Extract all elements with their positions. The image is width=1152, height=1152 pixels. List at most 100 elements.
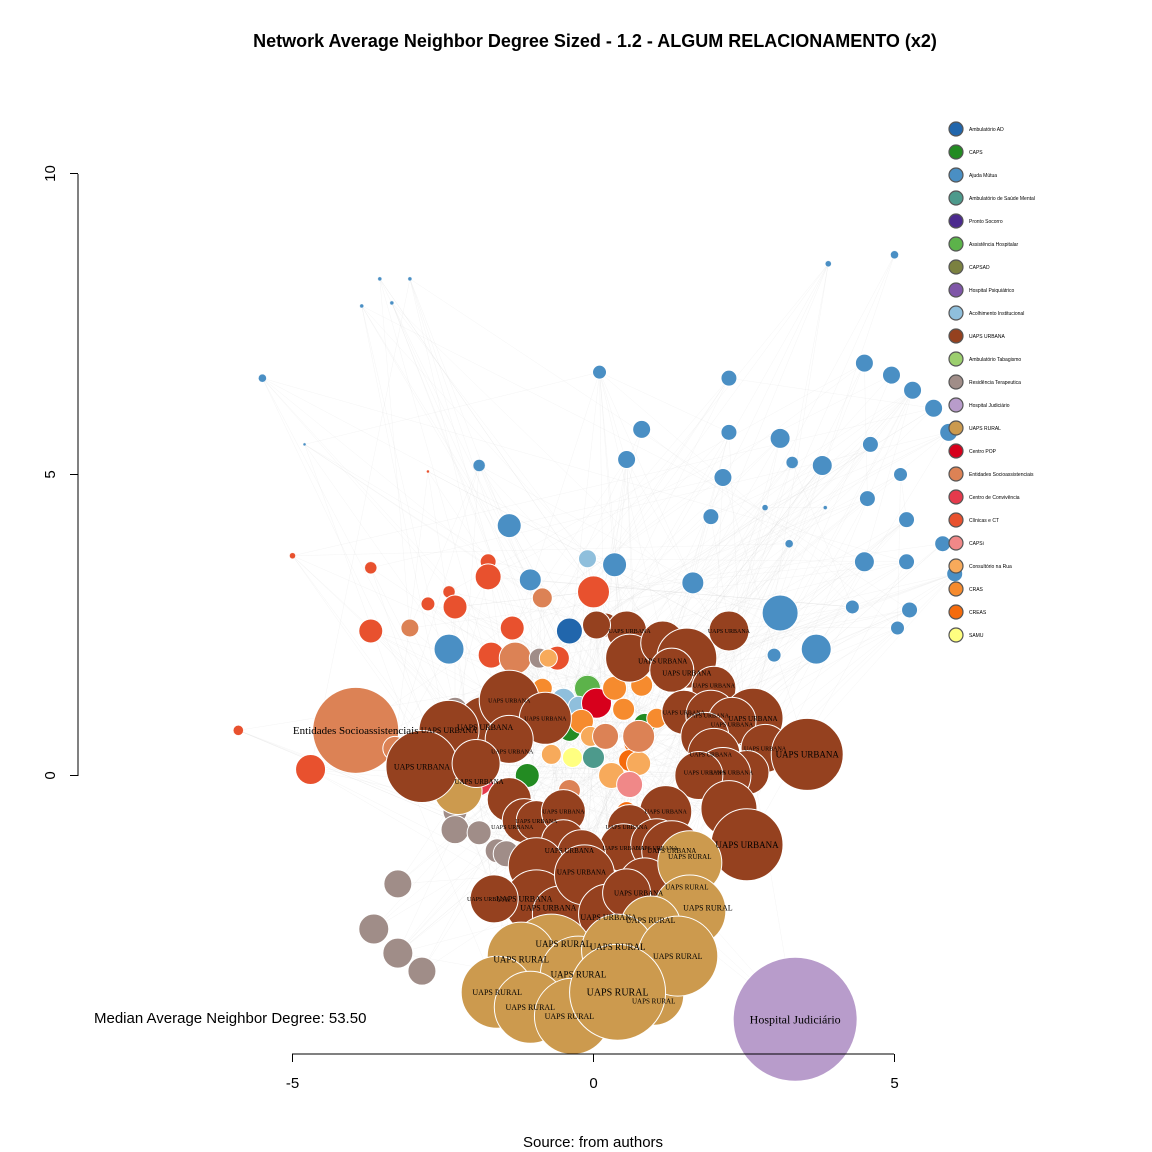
node-samu [561,746,583,768]
node-capsi [616,771,644,799]
node-residencia-terapeutica [466,820,492,846]
network-edge [599,372,609,914]
legend-label: Ambulatório Tabagismo [969,357,1021,363]
node-label: UAPS URBANA [606,825,649,831]
network-edge [427,603,796,1020]
legend-label: UAPS URBANA [969,334,1006,340]
network-edge [409,561,907,629]
legend-swatch [948,627,964,643]
node-uaps-rural [569,943,667,1041]
legend-label: Centro POP [969,449,997,455]
network-edge [491,654,724,776]
network-edge [542,378,730,599]
node-label: UAPS RURAL [668,853,711,861]
network-edge [791,263,829,463]
network-edge [310,769,657,845]
legend-swatch [948,167,964,183]
node-ajuda-mutua [785,456,799,469]
legend-label: SAMU [969,633,984,639]
network-edge [671,573,955,671]
node-ajuda-mutua [890,250,899,259]
node-ajuda-mutua [825,260,832,267]
node-entidades-socioassistenciais [592,722,620,750]
node-label: UAPS URBANA [663,710,706,716]
y-tick-label: 5 [42,470,59,478]
legend-swatch [948,420,964,436]
node-label: Hospital Judiciário [750,1013,841,1027]
legend-label: Ambulatório de Saúde Mental [969,196,1035,202]
legend-swatch [948,581,964,597]
node-ajuda-mutua [901,601,919,619]
network-edge [455,561,865,608]
node-ajuda-mutua [853,551,875,573]
network-edge [448,591,606,626]
node-ajuda-mutua [881,365,901,385]
legend-swatch [948,443,964,459]
network-edge [897,474,901,629]
node-label: UAPS URBANA [636,846,679,852]
legend-swatch [948,397,964,413]
chart-title: Network Average Neighbor Degree Sized - … [253,31,937,51]
network-edge [455,591,594,608]
node-label: UAPS RURAL [551,969,607,979]
legend-label: Consultório na Rua [969,564,1012,570]
node-ajuda-mutua [713,468,733,488]
node-label: UAPS URBANA [693,683,736,689]
node-label: UAPS URBANA [488,698,531,704]
node-entidades-socioassistenciais [531,587,553,609]
node-ajuda-mutua [702,508,720,526]
node-label: UAPS URBANA [728,715,777,723]
legend-swatch [948,213,964,229]
y-axis: 0 5 10 [42,165,79,780]
legend-label: CREAS [969,610,987,616]
node-ajuda-mutua [496,513,522,539]
node-label: UAPS URBANA [715,840,779,850]
legend-label: Residência Terapeutica [969,380,1021,386]
node-ambulatorio-de-saude-mental [582,745,605,769]
network-edge [710,444,871,517]
network-edge [816,432,949,650]
x-tick-label: 5 [890,1075,898,1092]
legend-swatch [948,121,964,137]
network-edge [864,390,913,562]
legend-swatch [948,190,964,206]
legend: Ambulatório AD CAPS Ajuda Mútua Ambulatório… [948,121,1035,643]
network-edge [391,302,594,758]
network-edge [391,302,588,559]
node-label: UAPS URBANA [457,723,513,732]
node-label-layer: Entidades Socioassistenciais Hospital Jud… [293,629,841,1026]
node-label: UAPS URBANA [744,747,787,753]
network-edge [512,362,865,629]
node-label: UAPS URBANA [684,771,727,777]
network-edge [746,561,907,845]
node-ajuda-mutua [518,568,542,592]
network-edge [373,573,955,930]
node-ajuda-mutua [433,633,465,665]
node-consultorio-na-rua [538,648,558,668]
node-label: UAPS URBANA [580,913,636,922]
legend-label: Assistência Hospitalar [969,242,1019,248]
node-label: UAPS URBANA [690,753,733,759]
legend-label: Centro de Convivência [969,495,1020,501]
network-edge [764,390,913,749]
node-ajuda-mutua [632,419,652,439]
node-label: UAPS URBANA [711,771,754,777]
legend-label: CAPS [969,150,983,156]
node-clinicas-e-ct [577,575,610,609]
node-ajuda-mutua [720,423,738,441]
network-edge [262,378,489,562]
legend-swatch [948,489,964,505]
network-edge [731,390,913,722]
node-ajuda-mutua [823,505,828,510]
node-label: UAPS RURAL [472,988,522,997]
network-edge [710,390,913,517]
legend-label: CRAS [969,587,984,593]
node-label: UAPS URBANA [515,819,558,825]
network-edge [515,432,730,659]
node-ajuda-mutua [769,427,791,449]
network-edge [379,278,724,776]
node-label: UAPS URBANA [496,895,552,904]
node-label: UAPS RURAL [665,883,708,891]
network-edge [304,444,450,650]
